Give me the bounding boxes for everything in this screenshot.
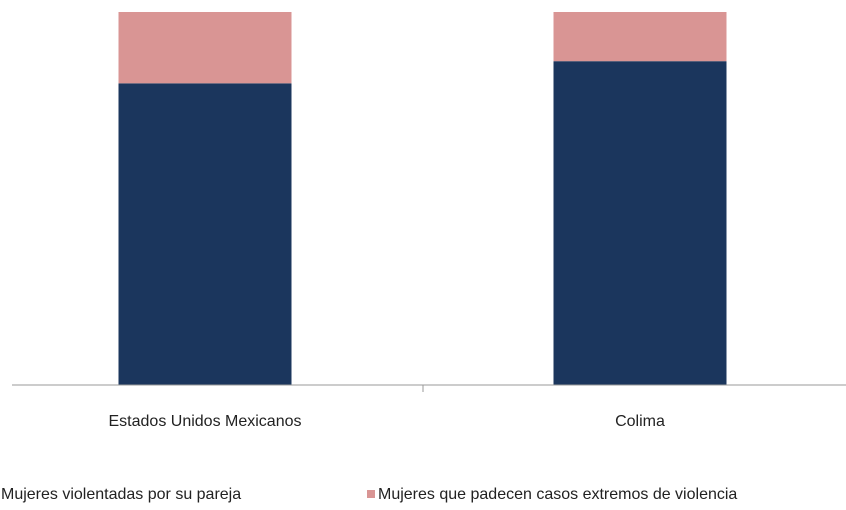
x-tick-label: Estados Unidos Mexicanos [109,413,302,430]
bar-segment [553,12,727,62]
data-label: 26.4 [189,0,220,3]
x-tick-label: Colima [615,413,665,430]
legend-marker [367,490,375,498]
plot-area [118,12,727,386]
data-label: 21.0 [624,0,655,3]
bar-segment [118,12,292,84]
bar-segment [118,83,292,386]
legend-label: Mujeres que padecen casos extremos de vi… [378,486,737,503]
bar-segment [553,61,727,385]
legend-label: Mujeres violentadas por su pareja [1,486,241,503]
